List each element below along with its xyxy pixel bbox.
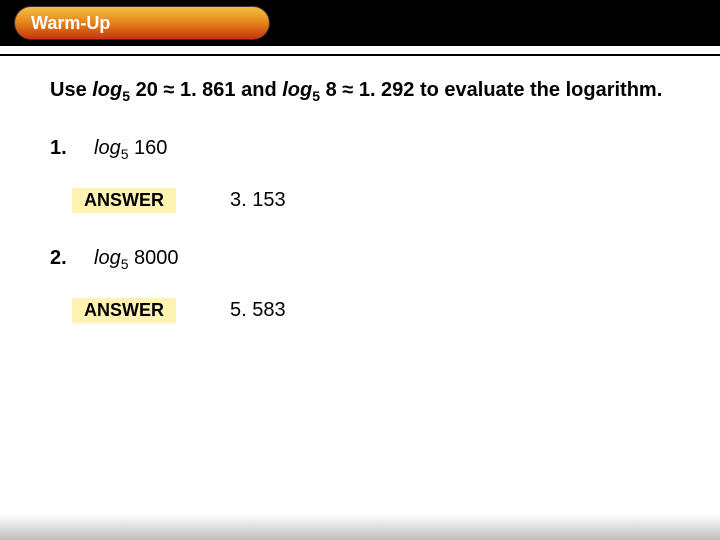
answer-value: 3. 153: [230, 189, 286, 212]
instr-log2-base: 5: [312, 88, 320, 104]
answer-label: ANSWER: [72, 188, 176, 213]
instr-approx2: ≈: [342, 79, 353, 101]
answer-row: ANSWER 3. 153: [72, 188, 670, 213]
answer-row: ANSWER 5. 583: [72, 298, 670, 323]
instr-prefix: Use: [50, 79, 92, 101]
instr-log2-func: log: [282, 79, 312, 101]
instr-suffix: to evaluate the logarithm.: [420, 79, 662, 101]
instr-approx1: ≈: [163, 79, 174, 101]
problem-log-base: 5: [121, 146, 129, 162]
warmup-label: Warm-Up: [31, 13, 110, 34]
answer-label: ANSWER: [72, 298, 176, 323]
instr-val2: 1. 292: [353, 79, 420, 101]
bottom-shadow: [0, 514, 720, 540]
problem-log-arg: 160: [129, 137, 168, 159]
problem-log-func: log: [94, 137, 121, 159]
instr-log1-arg: 20: [130, 79, 163, 101]
problem-row: 1. log5 160: [50, 137, 670, 162]
problem-row: 2. log5 8000: [50, 247, 670, 272]
warmup-pill: Warm-Up: [14, 6, 270, 40]
instruction-text: Use log5 20 ≈ 1. 861 and log5 8 ≈ 1. 292…: [50, 76, 670, 107]
slide-body: Use log5 20 ≈ 1. 861 and log5 8 ≈ 1. 292…: [0, 56, 720, 323]
problem-log-func: log: [94, 247, 121, 269]
problem-number: 1.: [50, 137, 94, 160]
instr-mid: and: [241, 79, 282, 101]
instr-log1-base: 5: [122, 88, 130, 104]
problem-log-base: 5: [121, 256, 129, 272]
problem-log-arg: 8000: [129, 247, 179, 269]
instr-log2-arg: 8: [320, 79, 342, 101]
instr-log1-func: log: [92, 79, 122, 101]
header-bar: Warm-Up: [0, 0, 720, 46]
problem-expression: log5 8000: [94, 247, 179, 272]
answer-value: 5. 583: [230, 299, 286, 322]
problem-expression: log5 160: [94, 137, 167, 162]
problem-number: 2.: [50, 247, 94, 270]
instr-val1: 1. 861: [174, 79, 241, 101]
